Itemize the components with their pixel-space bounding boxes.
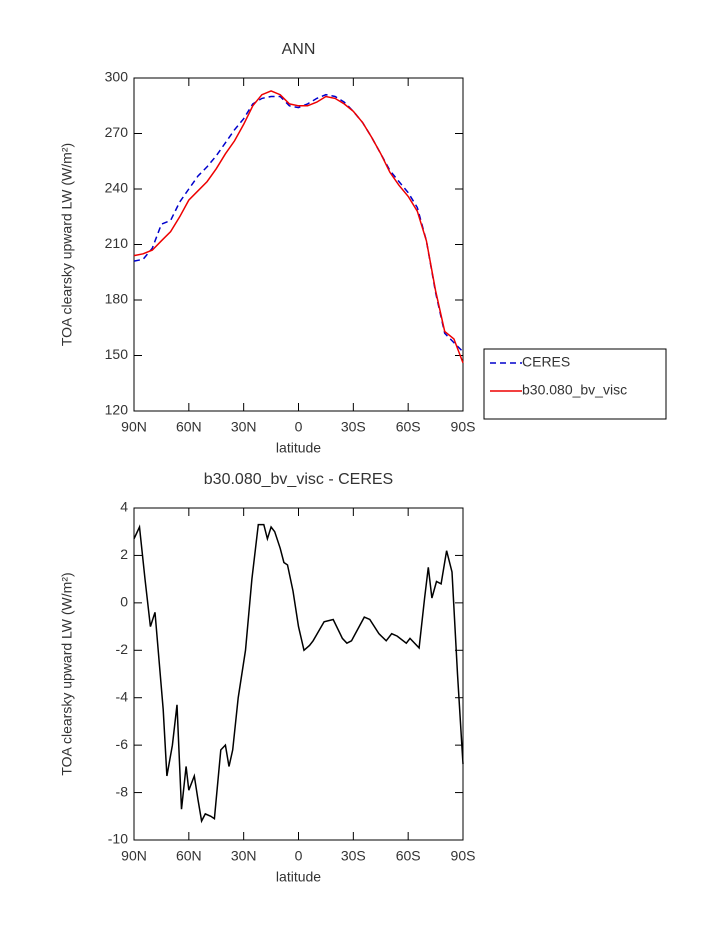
data-line [133,90,464,364]
x-tick-label: 90N [121,419,147,435]
chart-title: b30.080_bv_visc - CERES [204,471,393,488]
x-tick-label: 30N [231,419,257,435]
x-tick-label: 0 [295,848,303,864]
y-tick-label: -6 [116,736,129,752]
y-tick-label: -2 [116,641,129,657]
y-tick-label: 300 [105,69,129,85]
y-tick-label: -10 [108,831,128,847]
plot-frame [133,77,464,412]
legend-box [483,348,667,420]
y-tick-label: 180 [105,291,129,307]
y-tick-label: -8 [116,783,129,799]
y-tick-label: 120 [105,402,129,418]
data-line [133,93,464,353]
x-tick-label: 60S [396,419,421,435]
data-line [133,523,464,824]
y-tick-label: 210 [105,235,129,251]
legend-label: CERES [522,354,570,370]
x-tick-label: 90S [451,419,476,435]
y-tick-label: 240 [105,180,129,196]
x-tick-label: 60N [176,848,202,864]
y-axis-label: TOA clearsky upward LW (W/m²) [59,143,75,346]
x-tick-label: 30N [231,848,257,864]
x-tick-label: 90N [121,848,147,864]
y-tick-label: 0 [120,594,128,610]
y-tick-label: -4 [116,688,129,704]
y-axis-label: TOA clearsky upward LW (W/m²) [59,572,75,775]
chart-title: ANN [282,41,316,58]
x-tick-label: 90S [451,848,476,864]
x-tick-label: 30S [341,848,366,864]
y-tick-label: 150 [105,346,129,362]
x-tick-label: 30S [341,419,366,435]
x-tick-label: 0 [295,419,303,435]
legend-label: b30.080_bv_visc [522,382,627,398]
y-tick-label: 2 [120,546,128,562]
x-tick-label: 60S [396,848,421,864]
x-axis-label: latitude [276,869,321,885]
y-tick-label: 4 [120,499,128,515]
x-axis-label: latitude [276,440,321,456]
x-tick-label: 60N [176,419,202,435]
y-tick-label: 270 [105,124,129,140]
